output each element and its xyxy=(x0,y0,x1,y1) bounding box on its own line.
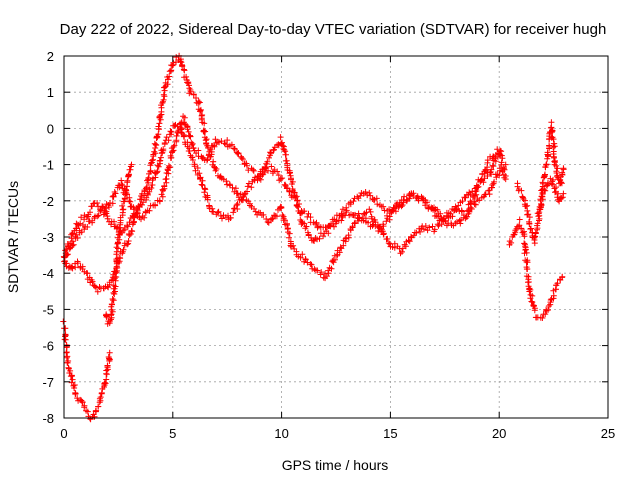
data-points xyxy=(60,52,567,423)
y-tick-label: -5 xyxy=(42,302,54,317)
axis-ticks: 0 5 10 15 20 25 -8 -7 -6 -5 -4 -3 -2 -1 0 1 2 xyxy=(42,49,615,441)
x-tick-label: 20 xyxy=(492,426,506,441)
y-tick-label: -4 xyxy=(42,266,54,281)
x-tick-label: 15 xyxy=(383,426,397,441)
data-markers xyxy=(60,318,113,423)
x-axis-label: GPS time / hours xyxy=(282,457,389,473)
y-tick-label: -7 xyxy=(42,375,54,390)
series-trace-4 xyxy=(60,318,113,423)
y-tick-label: -2 xyxy=(42,194,54,209)
y-tick-label: -3 xyxy=(42,230,54,245)
data-markers xyxy=(514,119,567,247)
series-trace-3 xyxy=(61,113,509,265)
data-markers xyxy=(61,113,509,265)
data-markers xyxy=(534,175,567,220)
y-tick-label: 1 xyxy=(47,85,54,100)
y-tick-label: -6 xyxy=(42,339,54,354)
x-tick-label: 5 xyxy=(169,426,176,441)
series-trace-5 xyxy=(103,161,135,327)
y-tick-label: 2 xyxy=(47,49,54,64)
y-axis-label: SDTVAR / TECUs xyxy=(5,181,21,293)
x-tick-label: 25 xyxy=(601,426,615,441)
x-tick-label: 0 xyxy=(60,426,67,441)
data-markers xyxy=(103,161,135,327)
data-markers xyxy=(506,216,566,321)
series-trace-8 xyxy=(534,175,567,220)
chart-title: Day 222 of 2022, Sidereal Day-to-day VTE… xyxy=(60,21,607,38)
grid xyxy=(64,56,608,418)
series-trace-6 xyxy=(506,216,566,321)
series-trace-7 xyxy=(514,119,567,247)
y-tick-label: -1 xyxy=(42,158,54,173)
y-tick-label: -8 xyxy=(42,411,54,426)
y-tick-label: 0 xyxy=(47,121,54,136)
x-tick-label: 10 xyxy=(274,426,288,441)
